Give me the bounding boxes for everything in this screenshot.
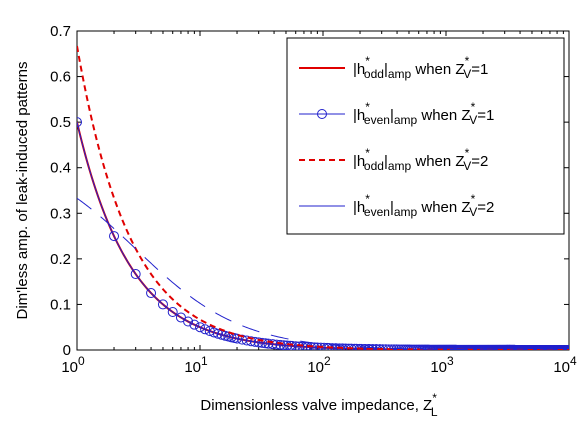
legend-label-2: |h* even|amp when Z* V=1 xyxy=(353,100,494,127)
legend-box xyxy=(286,37,565,235)
y-tick-label: 0 xyxy=(63,342,71,359)
data-point xyxy=(157,299,168,310)
data-point xyxy=(275,339,286,350)
x-tick-label: 103 xyxy=(430,354,454,376)
data-point xyxy=(260,338,271,349)
data-point xyxy=(346,343,357,350)
data-point xyxy=(324,342,335,350)
y-axis-label: Dim'less amp. of leak-induced patterns xyxy=(14,62,31,320)
y-tick-label: 0.3 xyxy=(50,205,71,222)
data-point xyxy=(343,343,354,350)
data-point xyxy=(232,333,243,344)
data-point xyxy=(386,344,397,350)
legend-label-3: |h* odd|amp when Z* V=2 xyxy=(353,146,488,173)
data-point xyxy=(209,327,220,338)
data-point xyxy=(263,338,274,349)
data-point xyxy=(241,335,252,346)
data-point xyxy=(246,336,257,347)
data-point xyxy=(267,339,278,350)
data-point xyxy=(167,307,178,318)
data-point xyxy=(183,316,194,327)
x-tick-label: 100 xyxy=(61,354,85,376)
data-point xyxy=(250,336,261,347)
data-point xyxy=(563,344,569,350)
y-tick-label: 0.7 xyxy=(50,23,71,40)
data-point xyxy=(109,231,120,242)
data-point xyxy=(257,337,268,348)
x-tick-label: 104 xyxy=(553,354,577,376)
data-point xyxy=(77,117,82,128)
data-point xyxy=(383,344,394,350)
data-point xyxy=(253,337,264,348)
legend-label-4: |h* even|amp when Z* V=2 xyxy=(353,192,494,219)
series-group xyxy=(77,45,569,350)
data-point xyxy=(212,328,223,339)
data-point xyxy=(189,319,200,330)
data-point xyxy=(294,341,305,350)
x-tick-label: 101 xyxy=(184,354,208,376)
data-point xyxy=(287,340,298,350)
data-point xyxy=(146,288,157,299)
x-axis-label: Dimensionless valve impedance, Z* L xyxy=(200,391,437,419)
legend-label-1: |h* odd|amp when Z* V=1 xyxy=(353,54,488,81)
data-point xyxy=(271,339,282,350)
data-point xyxy=(278,340,289,350)
data-point xyxy=(396,344,407,350)
y-tick-label: 0.4 xyxy=(50,160,71,177)
data-point xyxy=(200,324,211,335)
x-tick-label: 102 xyxy=(307,354,331,376)
legend-marker xyxy=(317,109,327,119)
data-point xyxy=(130,269,141,280)
y-tick-label: 0.1 xyxy=(50,296,71,313)
y-tick-label: 0.5 xyxy=(50,114,71,131)
data-point xyxy=(356,343,367,350)
y-tick-label: 0.2 xyxy=(50,251,71,268)
data-point xyxy=(364,344,375,350)
y-tick-label: 0.6 xyxy=(50,69,71,86)
data-point xyxy=(195,322,205,333)
series-line-4 xyxy=(77,197,569,350)
data-point xyxy=(315,342,326,350)
